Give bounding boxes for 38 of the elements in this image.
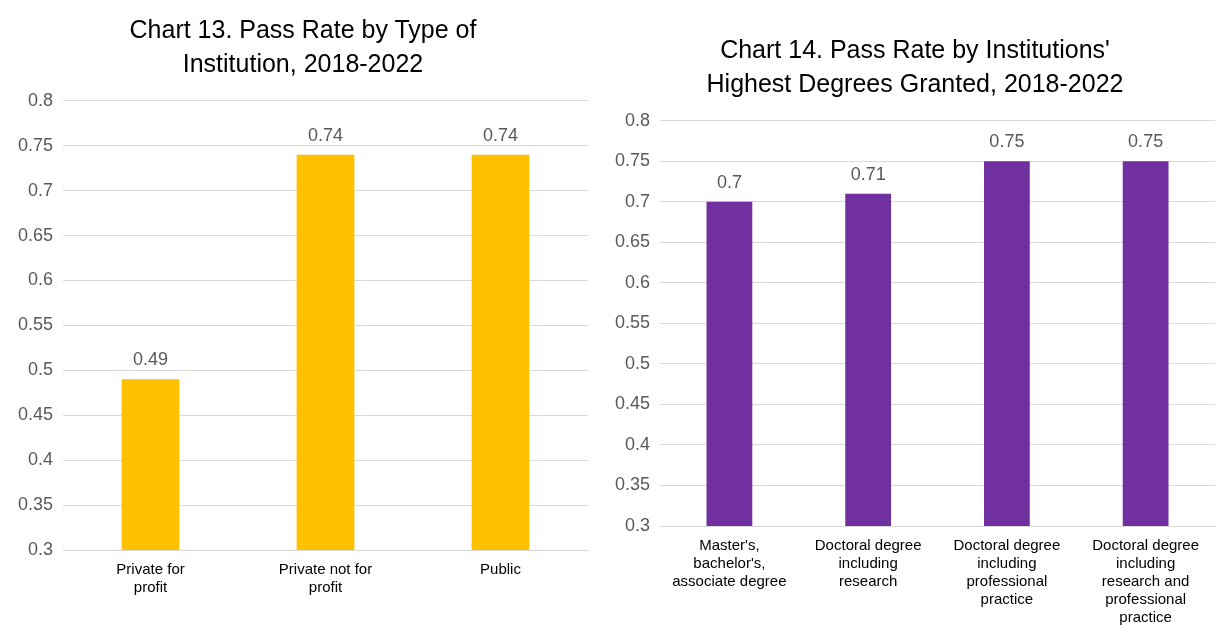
chart-title: Chart 14. Pass Rate by Institutions' Highest Degrees Granted, 2018-2022: [705, 34, 1125, 99]
x-tick-label: Private for profit: [116, 560, 185, 596]
y-tick-label: 0.55: [614, 312, 651, 333]
y-tick-label: 0.65: [614, 231, 651, 252]
y-tick-label: 0.4: [28, 449, 54, 470]
x-tick-label: Doctoral degree including research and professional practice: [1092, 536, 1199, 626]
y-tick-label: 0.7: [28, 179, 54, 200]
y-tick-label: 0.65: [17, 224, 54, 245]
data-label: 0.75: [1128, 131, 1164, 152]
y-tick-label: 0.75: [17, 134, 54, 155]
y-tick-label: 0.8: [28, 89, 54, 110]
y-tick-label: 0.35: [17, 494, 54, 515]
data-label: 0.7: [716, 171, 742, 192]
chart-title: Chart 13. Pass Rate by Type of Institution, 2018-2022: [128, 14, 478, 79]
data-label: 0.75: [989, 131, 1025, 152]
data-label: 0.74: [307, 124, 344, 145]
y-tick-label: 0.3: [625, 514, 651, 535]
y-tick-label: 0.75: [614, 150, 651, 171]
x-tick-label: Doctoral degree including professional practice: [953, 536, 1061, 608]
x-tick-label: Master's, bachelor's, associate degree: [672, 536, 787, 590]
x-tick-label: Public: [480, 560, 522, 578]
y-tick-label: 0.7: [625, 190, 651, 211]
x-tick-label: Doctoral degree including research: [814, 536, 922, 590]
y-tick-label: 0.6: [625, 271, 651, 292]
y-tick-label: 0.5: [625, 352, 651, 373]
x-tick-label: Private not for profit: [278, 560, 373, 596]
data-label: 0.74: [482, 124, 519, 145]
y-tick-label: 0.45: [17, 404, 54, 425]
y-tick-label: 0.3: [28, 538, 54, 559]
y-tick-label: 0.4: [625, 433, 651, 454]
y-tick-label: 0.6: [28, 269, 54, 290]
y-tick-label: 0.35: [614, 474, 651, 495]
y-tick-label: 0.45: [614, 393, 651, 414]
data-label: 0.49: [133, 349, 169, 370]
y-tick-label: 0.55: [17, 314, 54, 335]
y-tick-label: 0.5: [28, 359, 54, 380]
y-tick-label: 0.8: [625, 109, 651, 130]
data-label: 0.71: [850, 163, 886, 184]
